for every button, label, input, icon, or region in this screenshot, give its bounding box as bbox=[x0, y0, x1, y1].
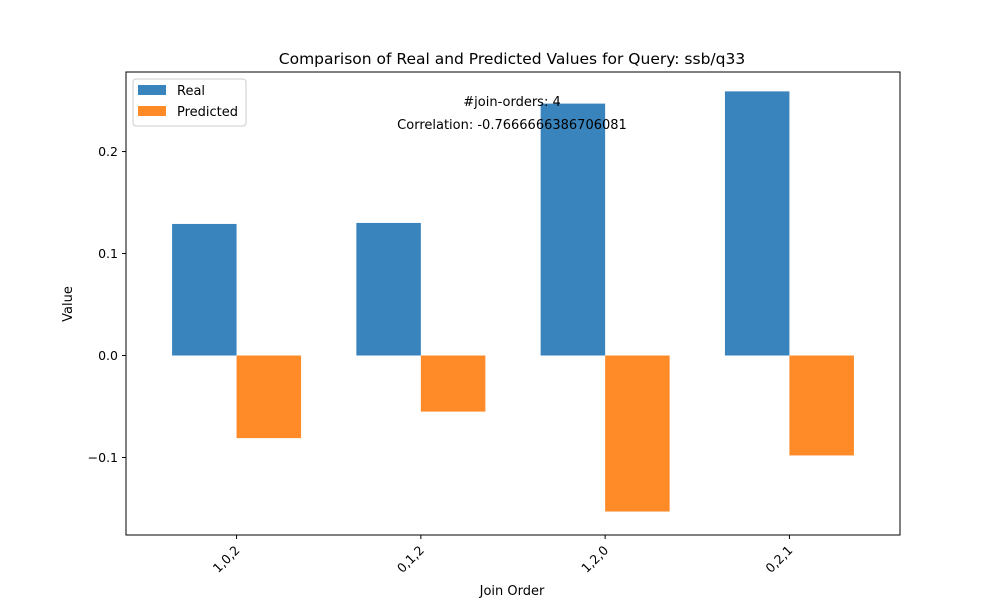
plot-frame bbox=[125, 71, 901, 536]
legend-label-real: Real bbox=[177, 84, 205, 99]
legend: Real Predicted bbox=[132, 78, 247, 127]
y-tick-label: −0.1 bbox=[88, 450, 118, 465]
y-tick-label: 0.0 bbox=[98, 348, 118, 363]
bar-predicted-0 bbox=[236, 355, 302, 439]
y-axis-label: Value bbox=[61, 286, 76, 322]
bar-real-2 bbox=[540, 103, 606, 356]
bar-real-0 bbox=[172, 223, 237, 356]
bar-predicted-2 bbox=[605, 355, 670, 512]
bar-predicted-3 bbox=[789, 355, 854, 456]
bar-predicted-1 bbox=[420, 355, 486, 412]
chart-title: Comparison of Real and Predicted Values … bbox=[279, 50, 745, 68]
annotation-join-orders: #join-orders: 4 bbox=[463, 95, 560, 110]
annotation-correlation: Correlation: -0.7666666386706081 bbox=[397, 118, 627, 133]
y-tick-label: 0.2 bbox=[98, 144, 118, 159]
bar-real-1 bbox=[356, 222, 421, 356]
legend-swatch-real bbox=[138, 85, 166, 95]
legend-swatch-predicted bbox=[138, 106, 166, 116]
legend-label-predicted: Predicted bbox=[177, 105, 238, 120]
bar-real-3 bbox=[724, 91, 790, 356]
y-tick-label: 0.1 bbox=[98, 246, 118, 261]
bars-layer bbox=[172, 91, 854, 512]
y-axis: −0.1 0.0 0.1 0.2 bbox=[88, 144, 126, 465]
x-axis-label: Join Order bbox=[479, 584, 545, 599]
